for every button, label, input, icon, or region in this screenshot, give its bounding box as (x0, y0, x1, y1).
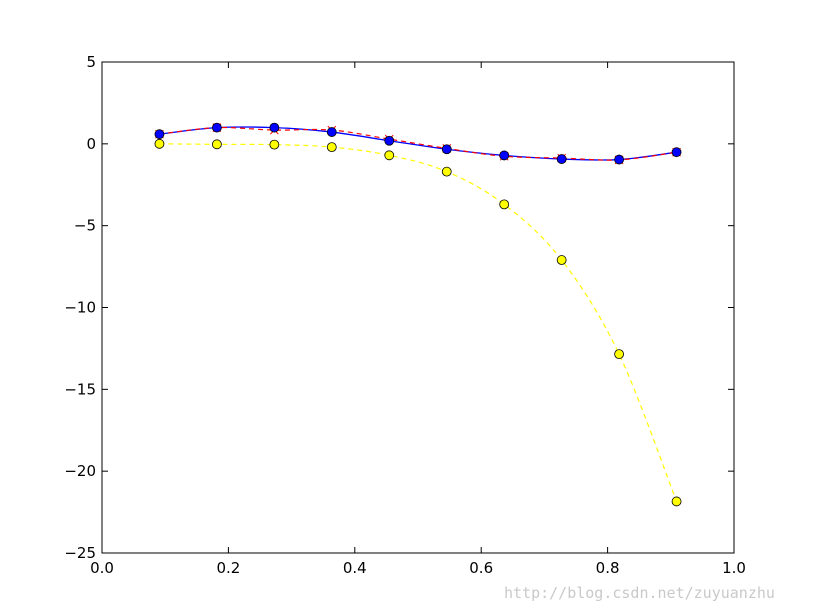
yellow-series-marker (671, 496, 682, 507)
blue-series-marker (614, 154, 625, 165)
y-tick-label: −20 (64, 462, 96, 480)
watermark-text: http://blog.csdn.net/zuyuanzhu (504, 584, 775, 602)
y-tick-label: −5 (74, 217, 96, 235)
plot-frame (101, 61, 735, 554)
x-tick-label: 0.0 (90, 559, 114, 577)
yellow-series-marker (269, 139, 280, 150)
x-tick-label: 0.8 (596, 559, 620, 577)
yellow-series-marker (211, 139, 222, 150)
y-tick-label: −25 (64, 544, 96, 562)
x-tick-label: 0.2 (216, 559, 240, 577)
yellow-series-line (159, 143, 678, 502)
blue-series-marker (441, 144, 452, 155)
y-tick-label: −10 (64, 299, 96, 317)
y-tick-label: 0 (86, 135, 96, 153)
blue-series-marker (671, 147, 682, 158)
yellow-series-marker (614, 349, 625, 360)
yellow-series-marker (154, 138, 165, 149)
blue-series-marker (211, 122, 222, 133)
blue-series-marker (269, 122, 280, 133)
blue-series-marker (499, 150, 510, 161)
yellow-series-marker (384, 150, 395, 161)
blue-series-line (159, 126, 677, 161)
red-series-line (159, 126, 677, 161)
x-tick-label: 0.4 (343, 559, 367, 577)
blue-series-marker (384, 135, 395, 146)
yellow-series-marker (556, 255, 567, 265)
yellow-series-marker (326, 142, 337, 153)
x-tick-label: 0.6 (469, 559, 493, 577)
x-tick-label: 1.0 (722, 559, 746, 577)
blue-series-marker (326, 127, 337, 137)
yellow-series-marker (441, 166, 452, 177)
y-tick-label: 5 (86, 53, 96, 71)
yellow-series-marker (499, 199, 510, 210)
blue-series-marker (556, 154, 567, 164)
y-tick-label: −15 (64, 380, 96, 398)
blue-series-marker (154, 129, 165, 140)
